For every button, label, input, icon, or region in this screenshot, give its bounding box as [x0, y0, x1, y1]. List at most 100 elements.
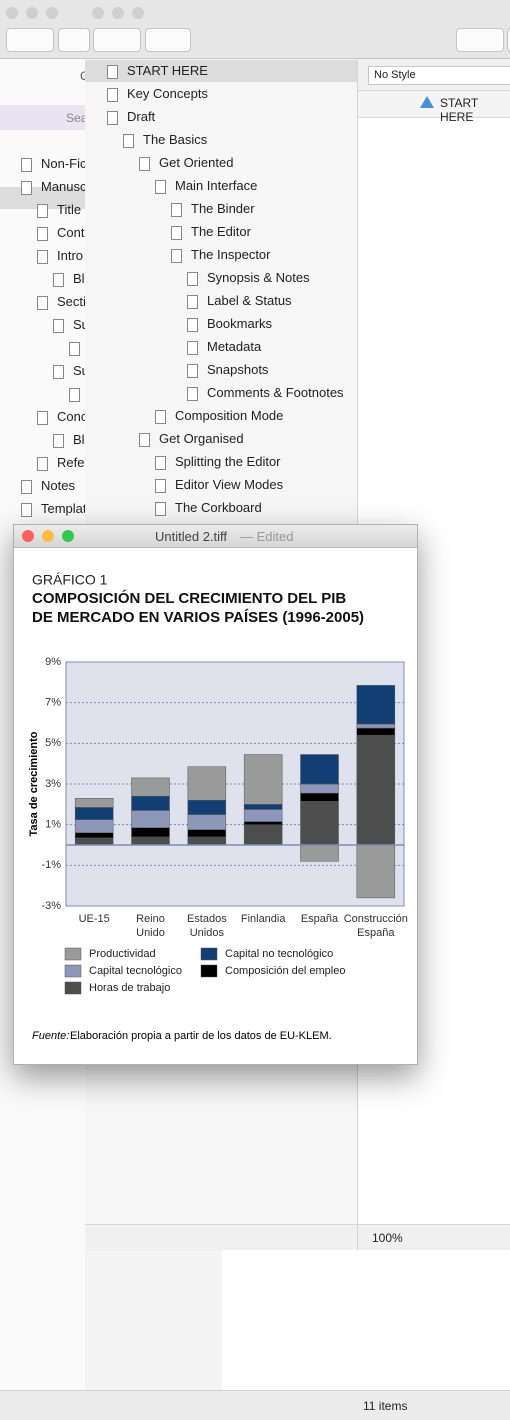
- legend-label: Capital tecnológico: [89, 965, 182, 977]
- binder-icon: [155, 479, 166, 493]
- bar-segment: [300, 783, 339, 794]
- source-label: Fuente:: [32, 1030, 69, 1042]
- binder-item[interactable]: Conc: [57, 409, 85, 424]
- x-tick-label: España: [301, 913, 339, 925]
- close-button[interactable]: [22, 530, 34, 542]
- y-tick-label: 1%: [45, 819, 61, 831]
- search-band: [0, 105, 85, 130]
- binder-item[interactable]: Bookmarks: [207, 316, 273, 331]
- bar-segment: [300, 792, 339, 802]
- bar-segment: [356, 734, 396, 846]
- toolbar-button[interactable]: [58, 28, 90, 52]
- binder-icon: [21, 480, 32, 494]
- binder-icon: [69, 342, 80, 356]
- window-dot: [46, 7, 58, 19]
- binder-item[interactable]: Templat: [41, 501, 85, 516]
- binder-item[interactable]: Refer: [57, 455, 85, 470]
- warning-icon: [420, 96, 434, 108]
- item-count: 11 items: [363, 1399, 408, 1413]
- binder-item[interactable]: The Inspector: [191, 247, 271, 262]
- binder-item[interactable]: Su: [73, 363, 85, 378]
- binder-icon: [107, 65, 118, 79]
- binder-item[interactable]: Title: [57, 202, 82, 217]
- bar-segment: [300, 801, 339, 846]
- binder-item[interactable]: The Corkboard: [175, 500, 262, 515]
- source-text: Elaboración propia a partir de los datos…: [70, 1030, 332, 1042]
- bar-segment: [131, 795, 170, 811]
- binder-icon: [171, 203, 182, 217]
- x-tick-label: Construcción: [344, 913, 408, 925]
- binder-item[interactable]: Draft: [127, 109, 156, 124]
- y-tick-label: -1%: [41, 859, 61, 871]
- bar-segment: [131, 827, 170, 838]
- toolbar-button[interactable]: [145, 28, 191, 52]
- binder-item[interactable]: Label & Status: [207, 293, 292, 308]
- binder-item[interactable]: Secti: [57, 294, 85, 309]
- legend-swatch: [64, 947, 82, 961]
- binder-item[interactable]: Manusc: [41, 179, 85, 194]
- document-title: START HERE: [440, 96, 479, 124]
- binder-item[interactable]: Conte: [57, 225, 85, 240]
- y-tick-label: 9%: [45, 656, 61, 668]
- binder-item[interactable]: Composition Mode: [175, 408, 284, 423]
- legend-label: Composición del empleo: [225, 965, 345, 977]
- x-tick-label: Unidos: [190, 927, 225, 939]
- x-tick-label: España: [357, 927, 395, 939]
- binder-icon: [187, 364, 198, 378]
- binder-icon: [37, 204, 48, 218]
- binder-icon: [155, 180, 166, 194]
- binder-item[interactable]: Snapshots: [207, 362, 269, 377]
- binder-item[interactable]: Bl: [73, 271, 85, 286]
- binder-icon: [69, 388, 80, 402]
- toolbar-button[interactable]: [93, 28, 141, 52]
- binder-item[interactable]: Notes: [41, 478, 75, 493]
- x-tick-label: UE-15: [79, 913, 110, 925]
- toolbar-button[interactable]: [6, 28, 54, 52]
- binder-item[interactable]: Get Organised: [159, 431, 244, 446]
- chart-title: COMPOSICIÓN DEL CRECIMIENTO DEL PIB: [32, 589, 346, 607]
- binder-icon: [37, 227, 48, 241]
- bar-segment: [356, 727, 396, 736]
- binder-item[interactable]: The Binder: [191, 201, 255, 216]
- binder-item[interactable]: Key Concepts: [127, 86, 208, 101]
- binder-icon: [187, 318, 198, 332]
- binder-item[interactable]: Non-Fic: [41, 156, 85, 171]
- search-field[interactable]: Sea: [66, 111, 85, 125]
- toolbar-button[interactable]: [456, 28, 504, 52]
- bar-segment: [187, 800, 227, 815]
- bar-segment: [187, 766, 227, 801]
- binder-item[interactable]: Get Oriented: [159, 155, 234, 170]
- binder-item[interactable]: Editor View Modes: [175, 477, 284, 492]
- bar-segment: [356, 685, 396, 725]
- chart-title: DE MERCADO EN VARIOS PAÍSES (1996-2005): [32, 609, 364, 626]
- zoom-menu[interactable]: 100%: [372, 1231, 403, 1245]
- binder-item[interactable]: Bl: [73, 432, 85, 447]
- legend-swatch: [200, 947, 218, 961]
- y-tick-label: -3%: [41, 900, 61, 912]
- style-menu[interactable]: No Style: [368, 66, 510, 85]
- binder-item[interactable]: Intro: [57, 248, 84, 263]
- binder-item[interactable]: Synopsis & Notes: [207, 270, 310, 285]
- bar-segment: [74, 837, 114, 846]
- binder-item[interactable]: Su: [73, 317, 85, 332]
- zoom-button[interactable]: [62, 530, 74, 542]
- binder-icon: [53, 319, 64, 333]
- binder-item[interactable]: The Basics: [143, 132, 208, 147]
- binder-icon: [21, 503, 32, 517]
- binder-item[interactable]: The Editor: [191, 224, 251, 239]
- bar-segment: [187, 836, 227, 846]
- legend-label: Horas de trabajo: [89, 982, 170, 994]
- binder-item[interactable]: Splitting the Editor: [175, 454, 281, 469]
- bar-segment: [74, 797, 114, 808]
- binder-item[interactable]: Main Interface: [175, 178, 258, 193]
- binder-footer: [85, 1224, 357, 1251]
- toolbar-button[interactable]: [507, 28, 510, 52]
- binder-item[interactable]: START HERE: [127, 63, 208, 78]
- binder-icon: [187, 272, 198, 286]
- window-dot: [6, 7, 18, 19]
- binder-item[interactable]: Comments & Footnotes: [207, 385, 344, 400]
- binder-item[interactable]: Metadata: [207, 339, 262, 354]
- binder-icon: [139, 433, 150, 447]
- minimize-button[interactable]: [42, 530, 54, 542]
